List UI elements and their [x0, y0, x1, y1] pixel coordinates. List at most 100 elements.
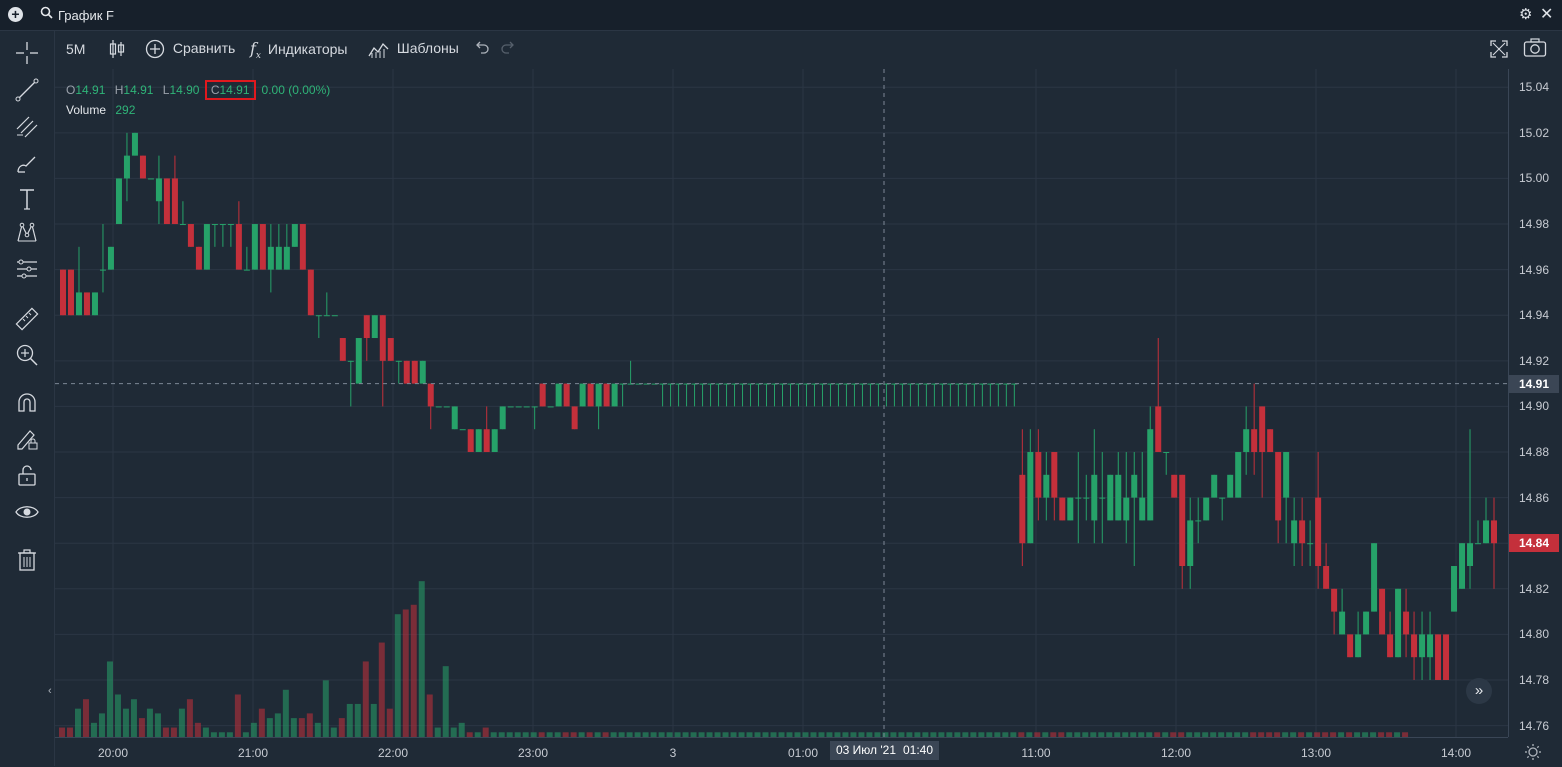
magnet-icon[interactable]: [15, 391, 39, 415]
fib-tool-icon[interactable]: [15, 115, 39, 139]
volume-bar: [714, 732, 721, 737]
volume-bar: [930, 732, 937, 737]
volume-bar: [994, 732, 1001, 737]
volume-bar: [866, 732, 873, 737]
candle-body: [971, 383, 978, 385]
volume-bar: [362, 661, 369, 737]
price-axis[interactable]: 15.04 15.02 15.00 14.98 14.96 14.94 14.92 14.90…: [1508, 69, 1562, 737]
time-tick-label: 23:00: [517, 746, 549, 760]
candle-type-icon[interactable]: [108, 39, 126, 59]
candle-body: [1211, 474, 1218, 498]
candle-body: [163, 178, 170, 225]
redo-icon[interactable]: [500, 39, 518, 57]
window-title[interactable]: График F: [58, 8, 114, 23]
candle-body: [1075, 497, 1082, 499]
volume-bar: [834, 732, 841, 737]
unlock-icon[interactable]: [15, 463, 39, 487]
candle-body: [323, 315, 330, 317]
candle-body: [1043, 474, 1050, 498]
text-tool-icon[interactable]: [15, 187, 39, 211]
volume-bar: [434, 727, 441, 737]
volume-bar: [1074, 732, 1081, 737]
title-bar: + График F ⚙ ✕: [0, 0, 1562, 31]
candle-body: [275, 246, 282, 270]
scroll-to-realtime-button[interactable]: »: [1466, 678, 1492, 704]
candle-body: [939, 383, 946, 385]
candle-body: [603, 383, 610, 407]
price-chart[interactable]: [55, 69, 1508, 737]
crosshair-icon[interactable]: [15, 41, 39, 65]
candle-body: [1339, 611, 1346, 635]
eye-icon[interactable]: [15, 500, 39, 524]
candle-body: [1171, 474, 1178, 498]
trash-icon[interactable]: [15, 548, 39, 572]
interval-button[interactable]: 5M: [66, 41, 86, 57]
volume-value: 292: [115, 103, 136, 117]
volume-bar: [202, 727, 209, 737]
ruler-icon[interactable]: [15, 307, 39, 331]
volume-bar: [338, 718, 345, 737]
volume-bar: [1162, 732, 1169, 737]
add-icon[interactable]: +: [8, 7, 23, 22]
zoom-in-icon[interactable]: [15, 343, 39, 367]
close-key: C: [210, 83, 220, 97]
time-tick-label: 13:00: [1300, 746, 1332, 760]
time-settings-icon[interactable]: [1524, 743, 1542, 761]
candle-body: [891, 383, 898, 385]
candle-body: [483, 429, 490, 453]
candle-body: [235, 224, 242, 270]
volume-bar: [1034, 732, 1041, 737]
candle-body: [491, 429, 498, 453]
candle-body: [1163, 452, 1170, 454]
candle-body: [203, 224, 210, 270]
candle-body: [555, 383, 562, 407]
plus-circle-icon: [145, 39, 165, 59]
gear-icon[interactable]: ⚙: [1519, 6, 1533, 23]
volume-bar: [970, 732, 977, 737]
volume-bar: [770, 732, 777, 737]
candle-body: [771, 383, 778, 385]
time-tick-label: 20:00: [97, 746, 129, 760]
candle-body: [347, 360, 354, 362]
candle-body: [427, 383, 434, 407]
price-tick-label: 14.82: [1519, 581, 1550, 596]
candle-body: [1091, 474, 1098, 521]
candle-body: [219, 224, 226, 226]
time-tick-label: 3: [669, 746, 677, 760]
volume-bar: [586, 732, 593, 737]
volume-bar: [746, 732, 753, 737]
volume-bar: [1210, 732, 1217, 737]
volume-bar: [906, 732, 913, 737]
volume-bar: [154, 713, 161, 737]
volume-bar: [458, 722, 465, 737]
candle-body: [779, 383, 786, 385]
templates-button[interactable]: Шаблоны: [368, 39, 459, 59]
collapse-sidebar-icon[interactable]: ‹: [48, 685, 52, 697]
brush-icon[interactable]: [15, 152, 39, 176]
candle-body: [1187, 520, 1194, 567]
compare-button[interactable]: Сравнить: [145, 39, 235, 59]
volume-bar: [674, 732, 681, 737]
volume-bar: [1258, 732, 1265, 737]
fullscreen-icon[interactable]: [1489, 39, 1509, 59]
volume-bar: [946, 732, 953, 737]
volume-bar: [210, 732, 217, 737]
search-icon[interactable]: [40, 6, 53, 22]
candle-body: [1139, 497, 1146, 521]
volume-bar: [706, 732, 713, 737]
price-tick-label: 15.04: [1519, 80, 1550, 95]
prediction-tool-icon[interactable]: [15, 257, 39, 281]
candle-body: [811, 383, 818, 385]
price-tick-label: 14.78: [1519, 673, 1550, 687]
lock-drawings-icon[interactable]: [15, 427, 39, 451]
candle-body: [155, 178, 162, 202]
pattern-tool-icon[interactable]: [15, 221, 39, 245]
camera-icon[interactable]: [1523, 38, 1547, 58]
indicators-button[interactable]: fx Индикаторы: [250, 39, 347, 61]
candle-body: [1379, 588, 1386, 635]
time-axis[interactable]: 20:00 21:00 22:00 23:00 3 01:00 11:00 12:00 13:0…: [55, 737, 1508, 767]
trend-line-icon[interactable]: [15, 78, 39, 102]
undo-icon[interactable]: [472, 39, 490, 57]
close-icon[interactable]: ✕: [1540, 6, 1554, 23]
candle-body: [1227, 474, 1234, 498]
